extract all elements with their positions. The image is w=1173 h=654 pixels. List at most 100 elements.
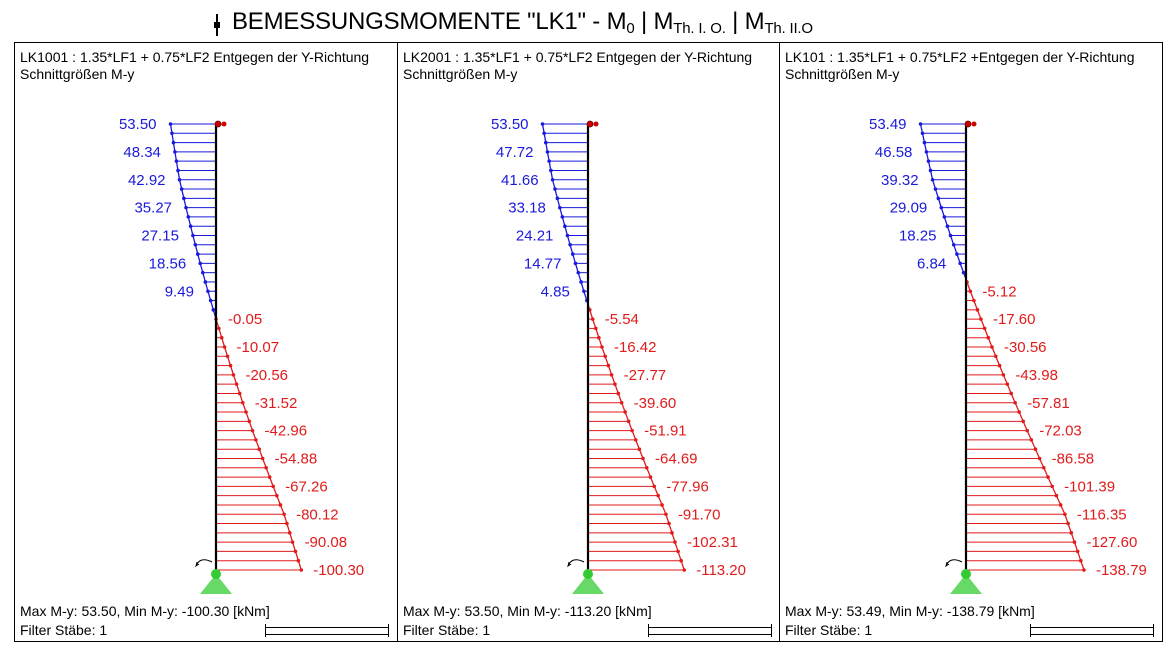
- value-label: 53.50: [491, 116, 529, 133]
- curve-point: [275, 493, 279, 498]
- value-label: -138.79: [1096, 562, 1147, 579]
- curve-point: [173, 150, 177, 154]
- curve-point: [573, 261, 578, 266]
- hinge-icon: [214, 120, 222, 128]
- curve-point: [930, 177, 935, 182]
- curve-point: [630, 428, 634, 433]
- panel-summary: Max M-y: 53.50, Min M-y: -113.20 [kNm]: [403, 603, 652, 619]
- curve-point: [188, 224, 193, 229]
- value-label: -102.31: [687, 534, 738, 551]
- value-label: 6.84: [917, 255, 946, 272]
- curve-point: [565, 233, 570, 238]
- curve-point: [296, 558, 301, 563]
- curve-point: [637, 447, 642, 452]
- curve-point: [670, 531, 674, 535]
- value-label: -77.96: [666, 478, 709, 495]
- value-label: -0.05: [228, 311, 262, 328]
- curve-point: [290, 540, 295, 544]
- curve-point: [206, 289, 210, 294]
- panel-header: LK101 : 1.35*LF1 + 0.75*LF2 +Entgegen de…: [785, 49, 1135, 65]
- title-sep-1: | M: [634, 8, 674, 35]
- curve-point: [926, 159, 931, 163]
- curve-point: [1033, 447, 1038, 452]
- curve-point: [237, 391, 242, 396]
- curve-point: [1001, 373, 1006, 377]
- title-sub-2: Th. II.O: [764, 20, 813, 37]
- value-label: -5.12: [982, 283, 1016, 300]
- curve-point: [986, 335, 991, 340]
- curve-point: [282, 512, 286, 517]
- value-label: 14.77: [524, 255, 562, 272]
- curve-point: [1054, 493, 1059, 498]
- panel-header: LK1001 : 1.35*LF1 + 0.75*LF2 Entgegen de…: [20, 49, 370, 65]
- value-label: -100.30: [313, 562, 364, 579]
- value-label: -80.12: [296, 506, 339, 523]
- value-label: -27.77: [624, 367, 667, 384]
- scale-bar: [1030, 624, 1154, 637]
- curve-point: [593, 326, 598, 331]
- curve-point: [613, 382, 617, 386]
- curve-point: [264, 465, 268, 470]
- value-label: -91.70: [678, 506, 721, 523]
- curve-point: [267, 475, 272, 479]
- moment-diagram: 53.50 47.72 41.66 33.18 24.21 14.77 4.85 -5.54 -…: [491, 116, 746, 594]
- curve-point: [626, 419, 631, 424]
- curve-point: [191, 233, 195, 238]
- support-icon: [950, 574, 982, 594]
- curve-point: [171, 140, 176, 145]
- value-label: -5.54: [605, 311, 639, 328]
- curve-point: [217, 326, 221, 331]
- curve-point: [271, 484, 275, 489]
- value-label: 27.15: [141, 228, 179, 245]
- curve-point: [184, 205, 188, 210]
- curve-point: [1013, 400, 1017, 405]
- curve-point: [234, 382, 239, 386]
- curve-point: [958, 261, 962, 266]
- curve-point: [993, 354, 998, 359]
- curve-point: [544, 140, 548, 145]
- value-label: 47.72: [496, 144, 534, 161]
- hinge-icon: [586, 120, 594, 128]
- value-label: 18.25: [899, 228, 937, 245]
- value-label: -86.58: [1052, 451, 1095, 468]
- value-label: 39.32: [881, 172, 919, 189]
- diagram-panel-lk101: LK101 : 1.35*LF1 + 0.75*LF2 +Entgegen de…: [779, 42, 1163, 642]
- curve-point: [168, 122, 173, 126]
- curve-point: [231, 373, 236, 377]
- curve-point: [939, 205, 944, 210]
- curve-point: [633, 438, 638, 442]
- value-label: -54.88: [275, 451, 318, 468]
- value-label: -20.56: [245, 367, 288, 384]
- hinge-icon: [964, 120, 972, 128]
- curve-point: [225, 354, 230, 359]
- curve-point: [1069, 531, 1074, 535]
- curve-point: [1009, 391, 1014, 396]
- curve-point: [1017, 410, 1021, 414]
- panel-filter: Filter Stäbe: 1: [20, 622, 108, 638]
- panel-summary: Max M-y: 53.49, Min M-y: -138.79 [kNm]: [785, 603, 1035, 619]
- curve-point: [557, 205, 562, 210]
- curve-point: [186, 215, 191, 219]
- value-label: -16.42: [614, 339, 657, 356]
- panel-subheader: Schnittgrößen M-y: [785, 66, 900, 82]
- panel-subheader: Schnittgrößen M-y: [403, 66, 518, 82]
- title-sep-2: | M: [725, 8, 765, 35]
- curve-point: [247, 419, 252, 424]
- moment-diagram: 53.50 48.34 42.92 35.27 27.15 18.56 9.49 -0.05 -…: [119, 116, 364, 594]
- diagram-panel-lk1001: LK1001 : 1.35*LF1 + 0.75*LF2 Entgegen de…: [14, 42, 398, 642]
- curve-point: [948, 233, 953, 238]
- curve-point: [250, 428, 255, 433]
- value-label: 4.85: [541, 283, 570, 300]
- curve-point: [550, 177, 555, 182]
- curve-point: [560, 215, 565, 219]
- curve-point: [676, 549, 680, 554]
- curve-point: [198, 261, 203, 266]
- rotation-icon: [194, 559, 213, 568]
- curve-point: [576, 270, 581, 275]
- title-sub-0: 0: [626, 20, 635, 37]
- curve-point: [179, 187, 184, 191]
- curve-point: [299, 568, 304, 572]
- curve-point: [1029, 438, 1034, 442]
- value-label: -17.60: [993, 311, 1036, 328]
- curve-point: [219, 335, 224, 340]
